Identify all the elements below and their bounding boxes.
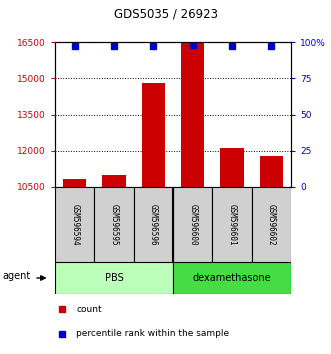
Text: GSM596600: GSM596600 [188,204,197,245]
Text: count: count [76,305,102,314]
Bar [142,83,165,187]
Bar [252,187,291,262]
Bar [55,187,94,262]
Text: percentile rank within the sample: percentile rank within the sample [76,329,229,338]
Bar [212,187,252,262]
Bar [102,175,126,187]
Bar [260,156,283,187]
Text: GSM596601: GSM596601 [227,204,237,245]
Bar [94,187,134,262]
Bar [134,187,173,262]
Bar [181,42,205,187]
Bar [55,262,173,294]
Bar [173,187,212,262]
Bar [220,148,244,187]
Text: dexamethasone: dexamethasone [193,273,271,283]
Text: GSM596594: GSM596594 [70,204,79,245]
Bar [63,178,86,187]
Text: PBS: PBS [105,273,123,283]
Text: GDS5035 / 26923: GDS5035 / 26923 [114,7,217,21]
Text: GSM596595: GSM596595 [110,204,118,245]
Text: GSM596602: GSM596602 [267,204,276,245]
Bar [173,262,291,294]
Text: GSM596596: GSM596596 [149,204,158,245]
Text: agent: agent [3,272,31,281]
